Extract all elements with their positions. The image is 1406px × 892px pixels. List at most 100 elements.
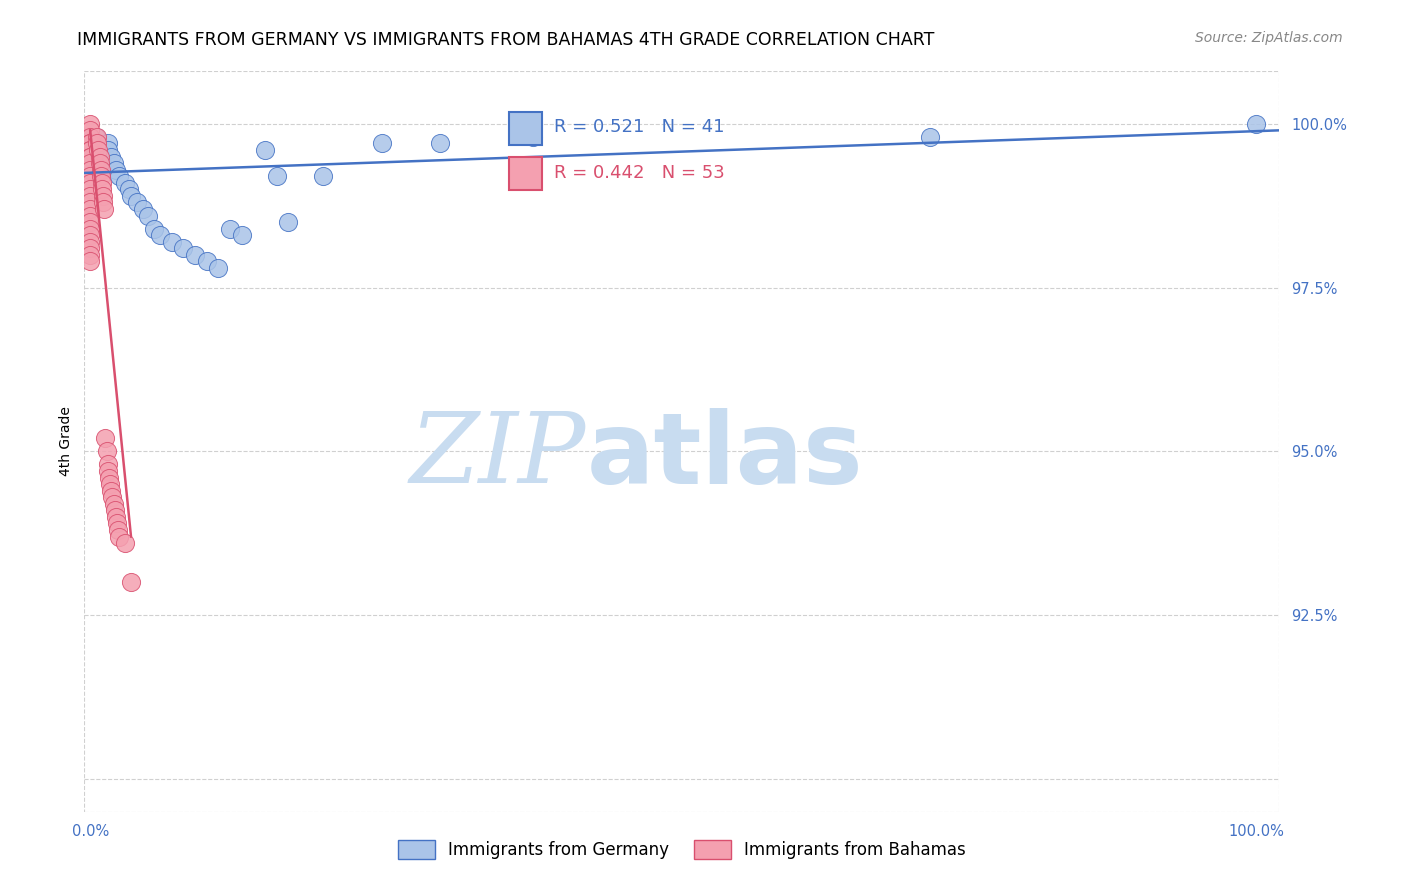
Point	[79, 221, 101, 235]
Point	[114, 536, 136, 550]
Point	[98, 477, 121, 491]
Point	[125, 195, 148, 210]
Point	[97, 143, 120, 157]
Point	[120, 189, 142, 203]
Text: IMMIGRANTS FROM GERMANY VS IMMIGRANTS FROM BAHAMAS 4TH GRADE CORRELATION CHART: IMMIGRANTS FROM GERMANY VS IMMIGRANTS FR…	[77, 31, 935, 49]
Y-axis label: 4th Grade: 4th Grade	[59, 407, 73, 476]
Point	[108, 169, 131, 184]
Point	[90, 156, 112, 170]
Point	[79, 182, 101, 196]
Point	[89, 156, 111, 170]
Point	[79, 123, 101, 137]
Point	[79, 149, 101, 163]
Point	[79, 136, 101, 151]
Point	[90, 169, 112, 184]
Point	[79, 254, 101, 268]
Point	[312, 169, 335, 184]
Point	[101, 490, 124, 504]
Point	[79, 209, 101, 223]
FancyBboxPatch shape	[509, 112, 543, 145]
Point	[79, 143, 101, 157]
Point	[79, 149, 101, 163]
Point	[79, 202, 101, 216]
Point	[79, 156, 101, 170]
Point	[79, 228, 101, 243]
Text: R = 0.442   N = 53: R = 0.442 N = 53	[554, 164, 724, 182]
Point	[149, 228, 172, 243]
Point	[1244, 117, 1267, 131]
Point	[219, 221, 242, 235]
Point	[79, 149, 101, 163]
Point	[277, 215, 299, 229]
Point	[231, 228, 253, 243]
Point	[100, 149, 122, 163]
Point	[172, 241, 194, 255]
Point	[90, 162, 112, 177]
Point	[105, 516, 128, 531]
Point	[370, 136, 392, 151]
Point	[79, 143, 101, 157]
Point	[84, 136, 107, 151]
FancyBboxPatch shape	[509, 156, 543, 190]
Point	[79, 136, 101, 151]
Point	[118, 182, 141, 196]
Point	[96, 444, 118, 458]
Text: R = 0.521   N = 41: R = 0.521 N = 41	[554, 118, 724, 136]
Point	[94, 431, 117, 445]
Point	[91, 189, 114, 203]
Point	[79, 176, 101, 190]
Point	[79, 156, 101, 170]
Text: atlas: atlas	[586, 408, 863, 505]
Point	[138, 209, 160, 223]
Point	[918, 129, 941, 144]
Point	[103, 156, 125, 170]
Point	[160, 235, 183, 249]
Text: Source: ZipAtlas.com: Source: ZipAtlas.com	[1195, 31, 1343, 45]
Point	[86, 129, 108, 144]
Point	[143, 221, 166, 235]
Point	[114, 176, 136, 190]
Point	[84, 129, 107, 144]
Point	[104, 509, 127, 524]
Point	[207, 260, 229, 275]
Point	[79, 162, 101, 177]
Point	[79, 248, 101, 262]
Point	[97, 458, 120, 472]
Point	[97, 136, 120, 151]
Legend: Immigrants from Germany, Immigrants from Bahamas: Immigrants from Germany, Immigrants from…	[398, 839, 966, 859]
Point	[100, 483, 122, 498]
Point	[79, 189, 101, 203]
Point	[79, 241, 101, 255]
Point	[120, 575, 142, 590]
Point	[87, 143, 110, 157]
Point	[89, 149, 111, 163]
Point	[79, 117, 101, 131]
Point	[90, 182, 112, 196]
Point	[79, 169, 101, 184]
Text: ZIP: ZIP	[411, 409, 586, 504]
Point	[79, 129, 101, 144]
Point	[104, 503, 127, 517]
Point	[184, 248, 207, 262]
Point	[429, 136, 451, 151]
Point	[131, 202, 153, 216]
Point	[90, 149, 112, 163]
Point	[103, 497, 125, 511]
Point	[79, 143, 101, 157]
Point	[91, 195, 114, 210]
Point	[79, 195, 101, 210]
Point	[86, 136, 108, 151]
Point	[79, 129, 101, 144]
Point	[522, 129, 544, 144]
Point	[79, 215, 101, 229]
Point	[90, 176, 112, 190]
Point	[266, 169, 288, 184]
Point	[254, 143, 277, 157]
Point	[87, 143, 110, 157]
Point	[79, 136, 101, 151]
Point	[107, 523, 129, 537]
Point	[79, 235, 101, 249]
Point	[195, 254, 218, 268]
Point	[108, 530, 131, 544]
Point	[104, 162, 127, 177]
